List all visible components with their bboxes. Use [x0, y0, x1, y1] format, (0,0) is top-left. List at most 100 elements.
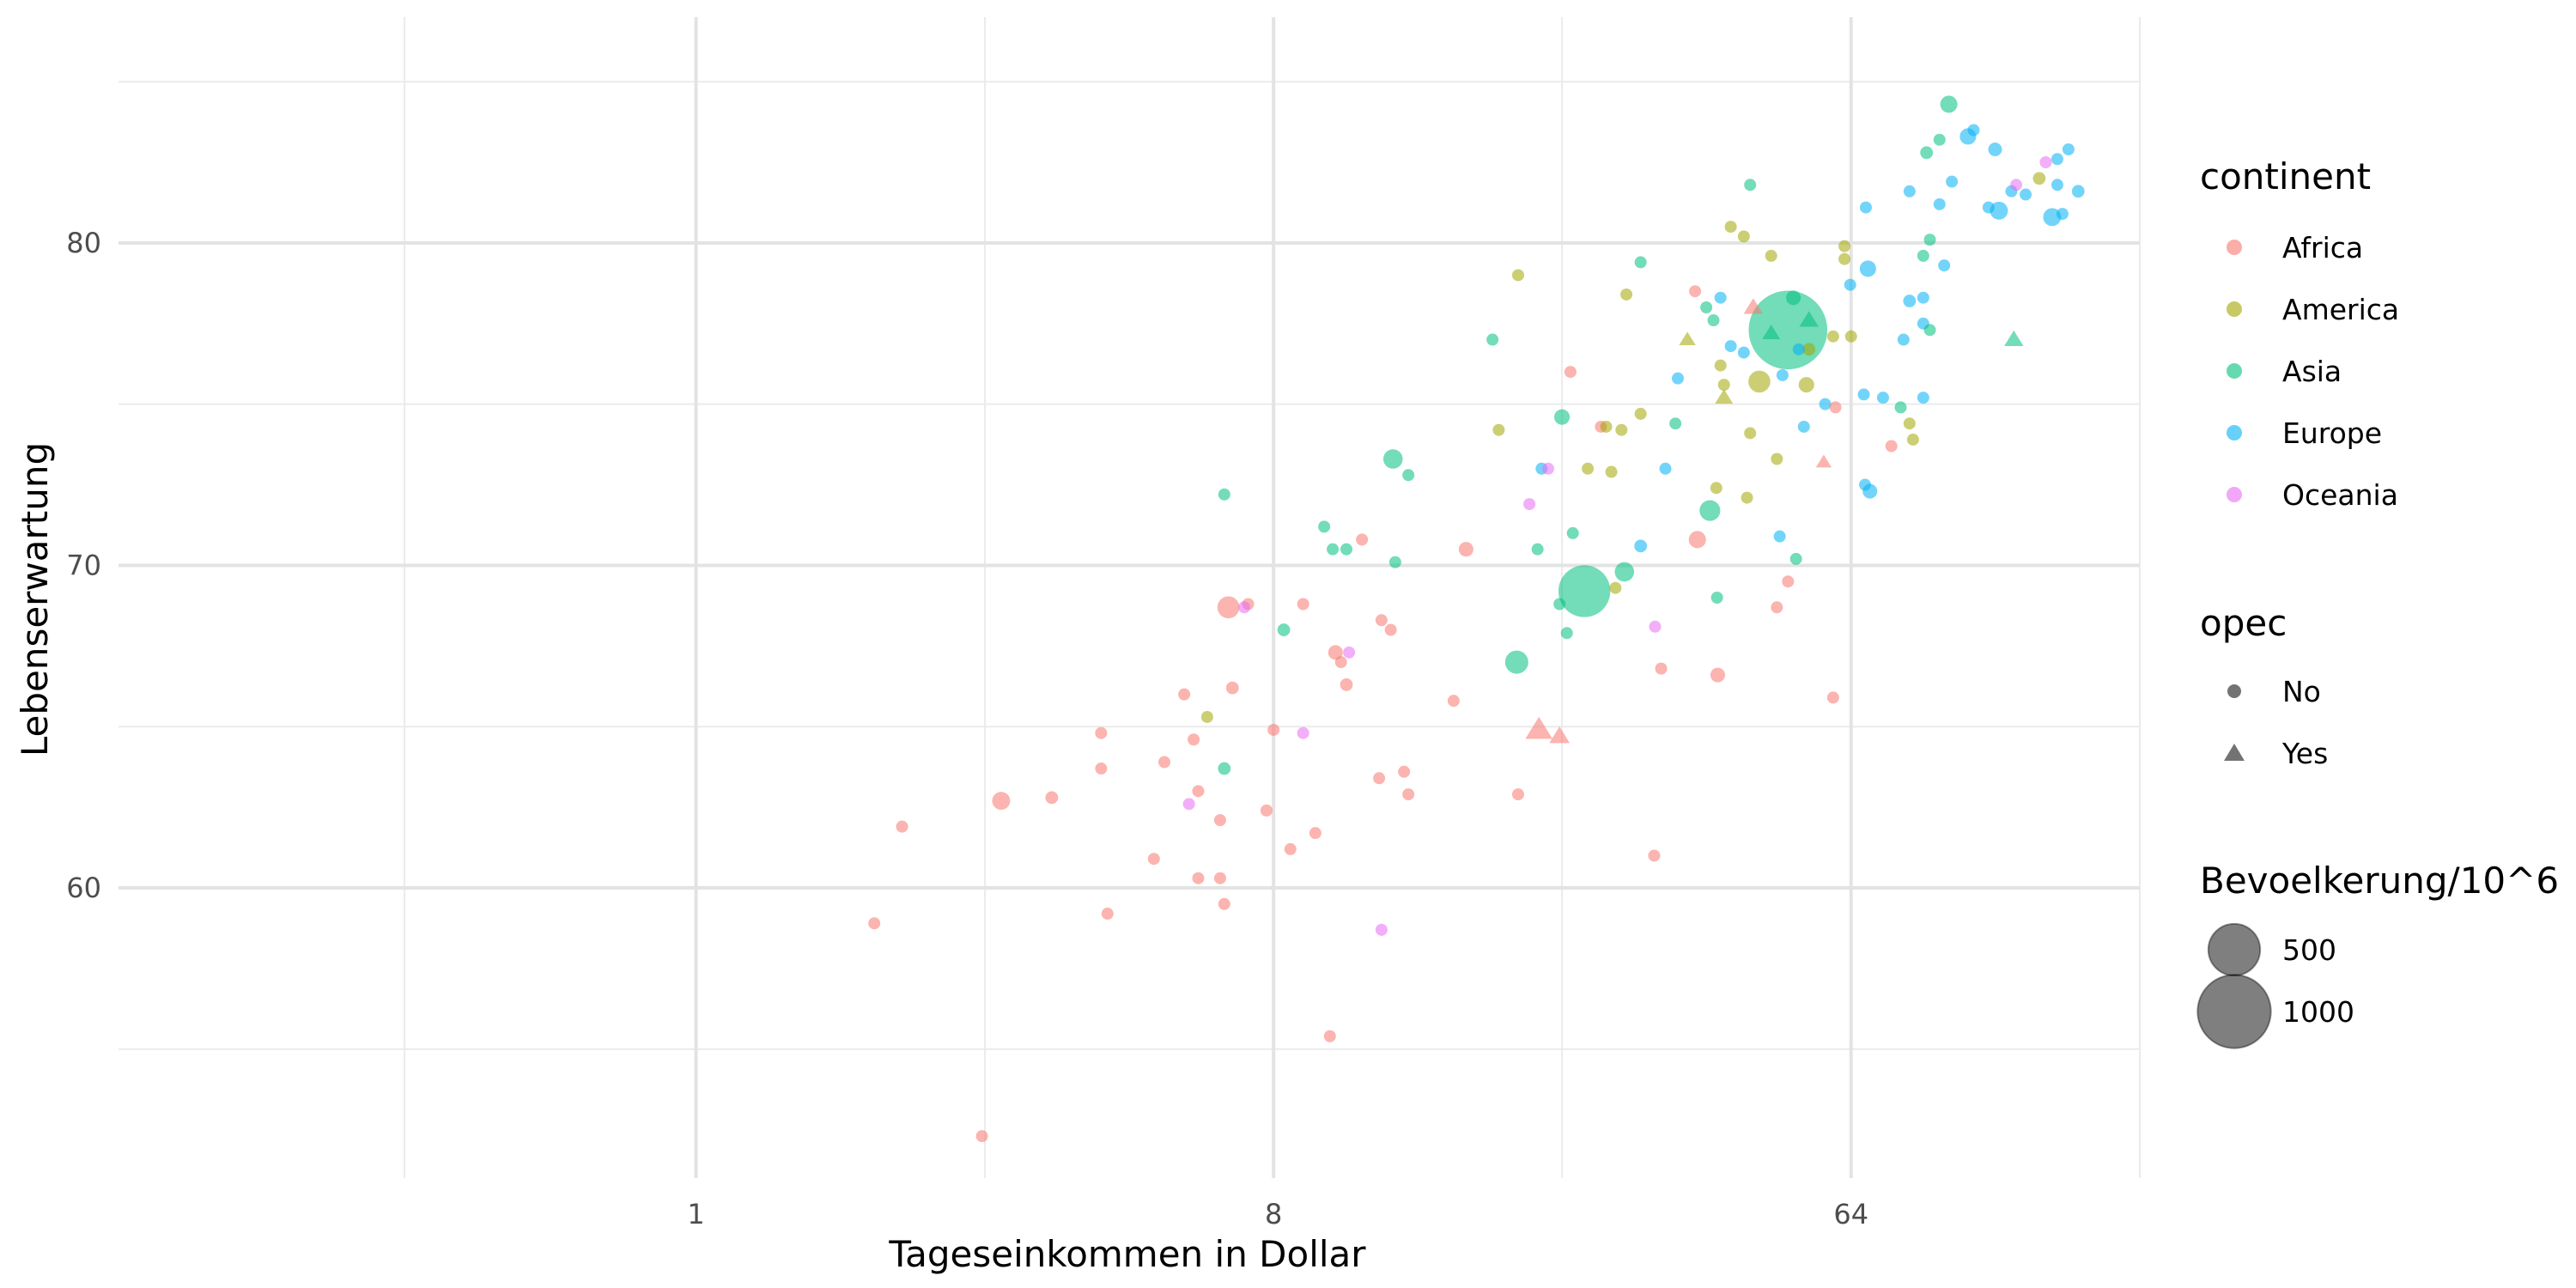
y-axis-title: Lebenserwartung [14, 442, 56, 756]
data-point [1200, 710, 1213, 723]
data-point-triangle [1815, 454, 1832, 468]
data-point [1297, 726, 1309, 739]
data-point [1458, 542, 1473, 557]
data-point [1933, 197, 1946, 210]
data-point [1218, 897, 1230, 910]
data-point [1095, 762, 1108, 775]
data-point [1600, 420, 1613, 433]
data-point [1838, 252, 1851, 265]
data-point-triangle [1549, 726, 1571, 744]
data-point [1188, 733, 1200, 746]
x-axis-title: Tageseinkommen in Dollar [888, 1233, 1366, 1275]
data-point [2062, 143, 2075, 155]
legend-swatch-continent [2227, 301, 2242, 317]
data-point [1101, 908, 1114, 920]
data-point [1373, 772, 1386, 785]
data-point [1672, 372, 1685, 385]
legend-swatch-continent [2227, 487, 2242, 502]
data-point [1923, 324, 1936, 337]
data-point [1771, 453, 1783, 465]
data-point [1920, 146, 1934, 160]
data-point [1741, 491, 1753, 504]
legend-size-circle [2196, 974, 2272, 1049]
data-point [1906, 433, 1919, 446]
data-point [1486, 333, 1499, 346]
grid-lines [118, 17, 2141, 1178]
legend-swatch-continent [2227, 425, 2242, 440]
data-point [1402, 788, 1415, 801]
data-point [1531, 543, 1544, 556]
data-point [2071, 185, 2085, 198]
data-point [1213, 872, 1226, 884]
data-point [1737, 230, 1750, 243]
data-point [1297, 598, 1309, 611]
data-point [1838, 240, 1851, 252]
data-point [1946, 175, 1959, 188]
legend-label-opec: No [2282, 675, 2321, 708]
data-point [2050, 179, 2063, 191]
data-point [1748, 370, 1771, 393]
data-point [1982, 201, 1995, 214]
data-point [1826, 691, 1839, 704]
data-point [2039, 156, 2052, 168]
data-point [1710, 592, 1723, 604]
data-point [1655, 662, 1668, 675]
legend-size-circle [2207, 922, 2262, 977]
data-point [1447, 695, 1460, 708]
tick-labels: 1 8 64 60 70 80 [66, 227, 1868, 1230]
data-point [1710, 667, 1726, 683]
data-point [1792, 343, 1805, 355]
data-point-triangle [1715, 389, 1734, 404]
data-point [1699, 500, 1721, 521]
data-point [1492, 423, 1505, 436]
data-point [1724, 221, 1737, 234]
data-point [2020, 188, 2032, 201]
data-point-triangle [1679, 331, 1696, 346]
data-point [1990, 201, 2008, 220]
data-point [1605, 465, 1618, 478]
data-point [1192, 872, 1205, 884]
data-point [1917, 291, 1929, 304]
legend-label-size: 1000 [2282, 995, 2354, 1029]
data-point [1225, 681, 1239, 695]
data-point [1700, 301, 1713, 313]
data-point [1614, 562, 1635, 582]
data-point [1318, 520, 1331, 533]
legend-label-continent: Europe [2282, 416, 2382, 450]
legend-swatch-continent [2227, 363, 2242, 379]
data-point [1771, 601, 1783, 614]
data-point [992, 792, 1011, 811]
data-point [1707, 314, 1720, 327]
data-point [896, 820, 908, 833]
data-point [1714, 291, 1727, 304]
data-point [1340, 678, 1353, 691]
data-point [1802, 343, 1816, 356]
data-point [1776, 368, 1789, 381]
data-point [1933, 133, 1946, 146]
x-tick-label: 64 [1833, 1198, 1868, 1230]
data-point [1182, 798, 1195, 811]
data-point [1659, 462, 1672, 475]
y-tick-label: 70 [66, 549, 101, 581]
data-point [1903, 295, 1917, 307]
legend-label-size: 500 [2282, 933, 2336, 967]
data-point [1560, 627, 1573, 640]
data-point [1859, 260, 1876, 277]
legend-size-items: 500 1000 [2196, 922, 2354, 1049]
data-point [1158, 756, 1171, 769]
y-tick-label: 60 [66, 872, 101, 904]
data-point [1095, 726, 1108, 739]
data-point [1894, 401, 1907, 414]
data-point [1897, 333, 1910, 346]
legend-label-continent: Africa [2282, 231, 2363, 264]
legend-swatch-continent [2227, 240, 2242, 255]
data-point [1917, 249, 1929, 262]
data-point [1923, 234, 1936, 246]
data-point [1402, 469, 1415, 482]
data-point [1689, 285, 1702, 298]
data-point [1260, 804, 1273, 817]
legend-label-continent: Asia [2282, 355, 2342, 388]
x-tick-label: 1 [687, 1198, 704, 1230]
data-point [1782, 575, 1795, 588]
data-point [1857, 388, 1870, 401]
